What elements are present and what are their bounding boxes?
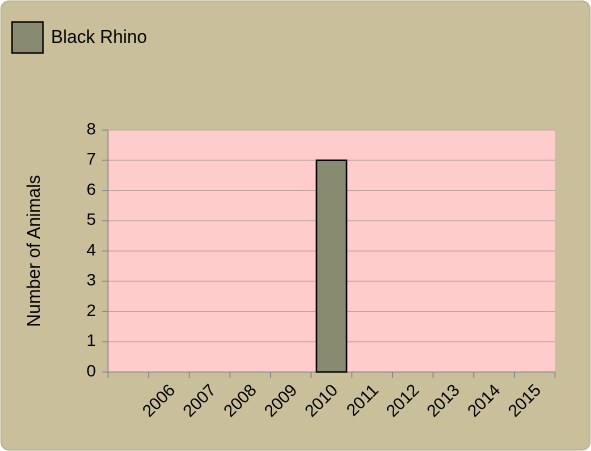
y-tick-label: 4 [87,240,96,259]
y-tick-label: 8 [87,119,96,138]
bar [315,159,348,373]
y-tick-label: 2 [87,301,96,320]
y-tick-label: 6 [87,180,96,199]
y-tick-label: 3 [87,271,96,290]
y-tick-label: 1 [87,331,96,350]
y-tick-label: 0 [87,361,96,380]
legend-swatch [11,21,44,54]
y-axis-label: Number of Animals [24,175,44,327]
legend-label: Black Rhino [51,27,147,47]
y-tick-label: 7 [87,150,96,169]
y-tick-label: 5 [87,210,96,229]
